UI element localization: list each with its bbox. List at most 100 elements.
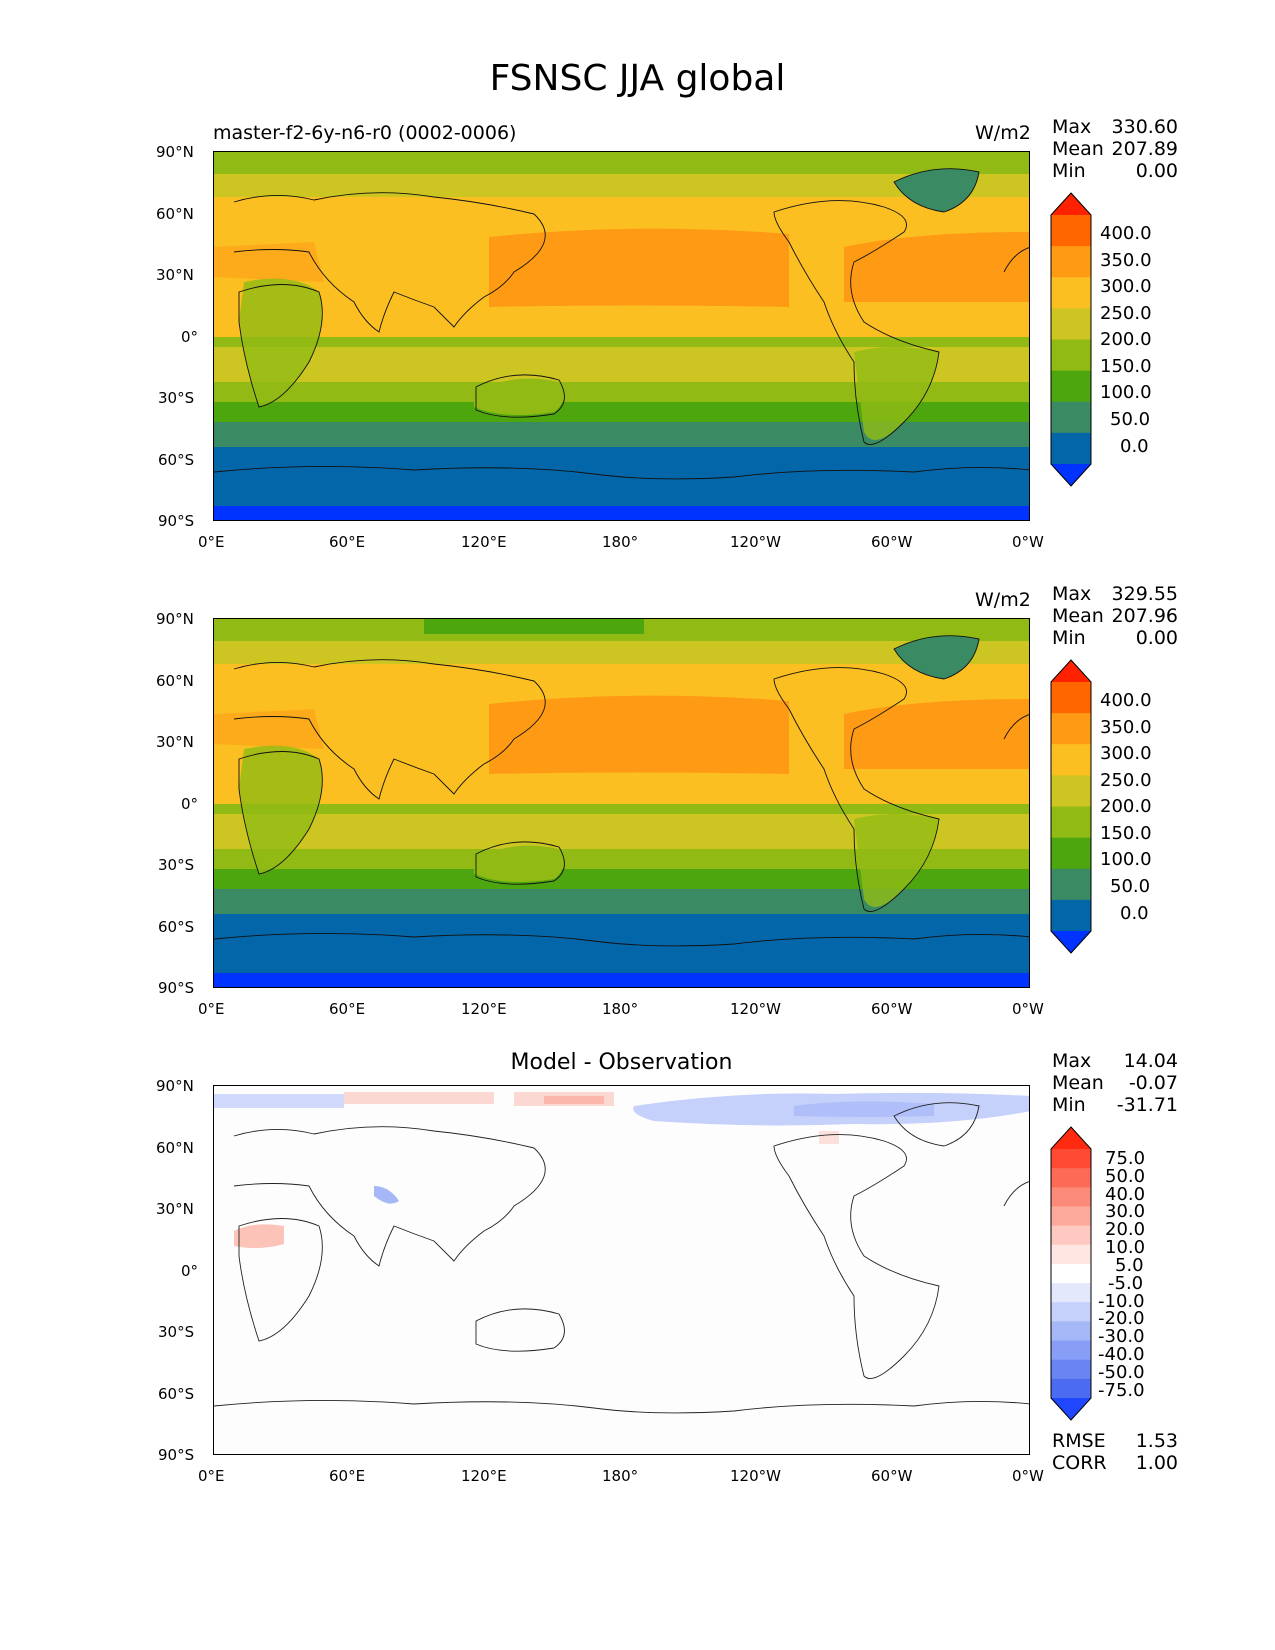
lon-tick: 60°W <box>871 1467 913 1485</box>
colorbar-label: -10.0 <box>1098 1291 1145 1312</box>
lon-tick: 60°E <box>329 533 366 551</box>
stat-value: 329.55 <box>1111 583 1178 605</box>
colorbar-label: 350.0 <box>1100 717 1152 738</box>
lat-tick: 60°N <box>156 1139 194 1157</box>
colorbar-segment <box>1051 744 1091 776</box>
colorbar-segment <box>1051 1263 1091 1284</box>
colorbar-outline <box>1050 192 1092 487</box>
colorbar-extend-min <box>1051 464 1091 486</box>
lon-tick: 180° <box>602 533 639 551</box>
colorbar-extend-min <box>1051 931 1091 953</box>
lat-tick: 30°N <box>156 266 194 284</box>
colorbar-segment <box>1051 308 1091 340</box>
colorbar-extend-min <box>1051 1398 1091 1420</box>
colorbar-label: 20.0 <box>1105 1219 1146 1240</box>
colorbar-label: -40.0 <box>1098 1344 1145 1365</box>
colorbar-segment <box>1051 1187 1091 1207</box>
colorbar-label: 250.0 <box>1100 303 1152 324</box>
colorbar-segment <box>1051 1149 1091 1169</box>
stat-value: 0.00 <box>1135 627 1178 649</box>
colorbar-segment <box>1051 1359 1091 1380</box>
lat-tick: 90°N <box>156 610 194 628</box>
lon-tick: 120°E <box>461 1000 507 1018</box>
colorbar-segment <box>1051 370 1091 403</box>
colorbar-label: 30.0 <box>1105 1201 1146 1222</box>
stat-name: Min <box>1052 627 1086 649</box>
map-plot <box>213 151 1030 521</box>
stat-name: Mean <box>1052 605 1104 627</box>
lat-tick: 60°S <box>158 451 195 469</box>
colorbar-label: 350.0 <box>1100 250 1152 271</box>
lat-tick: 90°S <box>158 1446 195 1464</box>
colorbar-label: 300.0 <box>1100 276 1152 297</box>
stat-name: Max <box>1052 116 1092 138</box>
colorbar-segment <box>1051 1244 1091 1265</box>
colorbar-label: 75.0 <box>1105 1148 1146 1169</box>
colorbar-label: 50.0 <box>1110 876 1151 897</box>
lat-tick: 0° <box>181 1262 199 1280</box>
lon-tick: 120°W <box>730 1000 781 1018</box>
lat-tick: 30°N <box>156 1200 194 1218</box>
colorbar-label: -30.0 <box>1098 1326 1145 1347</box>
panel-units: W/m2 <box>975 122 1031 144</box>
colorbar-segment <box>1051 1168 1091 1188</box>
lon-tick: 180° <box>602 1000 639 1018</box>
colorbar-label: 150.0 <box>1100 823 1152 844</box>
lat-tick: 60°N <box>156 672 194 690</box>
lon-tick: 60°W <box>871 533 913 551</box>
colorbar-label: 250.0 <box>1100 770 1152 791</box>
stat-name: Min <box>1052 1094 1086 1116</box>
stat-name: RMSE <box>1052 1430 1106 1452</box>
lat-tick: 90°N <box>156 1077 194 1095</box>
colorbar-label: 400.0 <box>1100 223 1152 244</box>
colorbar-segment <box>1051 713 1091 745</box>
colorbar-segment <box>1051 775 1091 807</box>
stat-name: Max <box>1052 583 1092 605</box>
stat-name: CORR <box>1052 1452 1107 1474</box>
colorbar-outline <box>1050 1126 1092 1421</box>
colorbar-label: 300.0 <box>1100 743 1152 764</box>
colorbar-label: 50.0 <box>1110 409 1151 430</box>
lon-tick: 120°E <box>461 533 507 551</box>
lat-tick: 60°S <box>158 1385 195 1403</box>
lat-tick: 30°S <box>158 856 195 874</box>
lat-tick: 60°N <box>156 205 194 223</box>
map-plot <box>213 1085 1030 1455</box>
colorbar-segment <box>1051 837 1091 870</box>
stat-name: Mean <box>1052 138 1104 160</box>
lat-tick: 30°S <box>158 389 195 407</box>
colorbar-label: -75.0 <box>1098 1380 1145 1401</box>
colorbar-segment <box>1051 339 1091 372</box>
colorbar-outline <box>1050 659 1092 954</box>
colorbar-label: 5.0 <box>1115 1255 1144 1276</box>
colorbar-label: 100.0 <box>1100 849 1152 870</box>
lon-tick: 0°E <box>198 1467 225 1485</box>
stat-value: 1.00 <box>1135 1452 1178 1474</box>
lon-tick: 120°W <box>730 1467 781 1485</box>
colorbar-label: 40.0 <box>1105 1184 1146 1205</box>
stat-name: Mean <box>1052 1072 1104 1094</box>
colorbar-label: 0.0 <box>1120 436 1149 457</box>
stat-value: -31.71 <box>1116 1094 1178 1116</box>
stat-value: 207.96 <box>1111 605 1178 627</box>
lon-tick: 0°W <box>1012 1467 1044 1485</box>
lat-tick: 90°N <box>156 143 194 161</box>
panel-units: W/m2 <box>975 589 1031 611</box>
colorbar-label: 50.0 <box>1105 1166 1146 1187</box>
colorbar-segment <box>1051 1378 1091 1399</box>
colorbar-segment <box>1051 682 1091 714</box>
colorbar-segment <box>1051 401 1091 434</box>
colorbar-label: -50.0 <box>1098 1362 1145 1383</box>
stat-value: 330.60 <box>1111 116 1178 138</box>
colorbar-label: 10.0 <box>1105 1237 1146 1258</box>
colorbar-label: 200.0 <box>1100 329 1152 350</box>
colorbar-label: 0.0 <box>1120 903 1149 924</box>
lon-tick: 60°E <box>329 1000 366 1018</box>
colorbar-label: 100.0 <box>1100 382 1152 403</box>
lon-tick: 60°E <box>329 1467 366 1485</box>
lon-tick: 0°E <box>198 1000 225 1018</box>
colorbar-segment <box>1051 215 1091 247</box>
colorbar-segment <box>1051 868 1091 901</box>
colorbar-segment <box>1051 806 1091 839</box>
lon-tick: 60°W <box>871 1000 913 1018</box>
